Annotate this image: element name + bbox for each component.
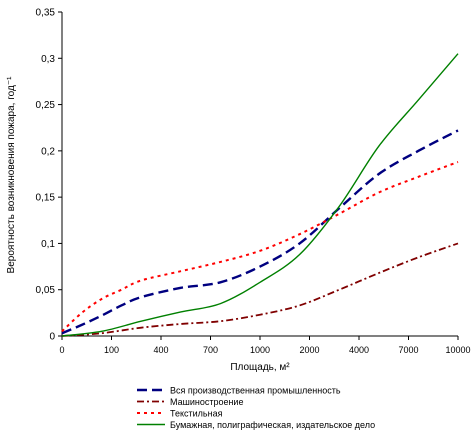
legend-label: Вся производственная промышленность <box>170 386 341 396</box>
x-tick-label: 2000 <box>299 345 319 355</box>
y-tick-label: 0,05 <box>36 285 56 296</box>
series-line-textile <box>61 161 459 333</box>
legend: Вся производственная промышленностьМашин… <box>137 386 375 430</box>
y-tick-label: 0,2 <box>41 146 55 157</box>
x-axis-title: Площадь, м² <box>230 362 290 373</box>
x-tick-label: 0 <box>59 345 64 355</box>
x-tick-labels: 0 100 400 700 1000 2000 4000 7000 10000 <box>59 345 470 355</box>
series-line-machine-building <box>61 242 459 337</box>
x-tick-label: 10000 <box>445 345 470 355</box>
x-tick-label: 7000 <box>398 345 418 355</box>
y-tick-label: 0,1 <box>41 239 55 250</box>
axes <box>58 11 459 340</box>
x-tick-label: 400 <box>153 345 168 355</box>
legend-label: Машиностроение <box>170 397 243 407</box>
legend-label: Текстильная <box>170 409 223 419</box>
y-tick-label: 0,3 <box>41 54 55 65</box>
series-line-paper-printing <box>61 53 459 337</box>
legend-label: Бумажная, полиграфическая, издательское … <box>170 420 375 430</box>
y-tick-labels: 0 0,05 0,1 0,15 0,2 0,25 0,3 0,35 <box>36 8 56 343</box>
y-tick-label: 0,15 <box>36 193 56 204</box>
x-tick-label: 1000 <box>250 345 270 355</box>
series-line-all-industry <box>61 129 459 335</box>
x-tick-label: 4000 <box>349 345 369 355</box>
x-tick-label: 700 <box>203 345 218 355</box>
y-tick-label: 0 <box>49 332 55 343</box>
series-lines <box>61 53 459 337</box>
y-tick-label: 0,35 <box>36 8 56 19</box>
x-tick-label: 100 <box>104 345 119 355</box>
y-tick-label: 0,25 <box>36 100 56 111</box>
y-axis-title: Вероятность возникновения пожара, год⁻¹ <box>6 76 17 274</box>
